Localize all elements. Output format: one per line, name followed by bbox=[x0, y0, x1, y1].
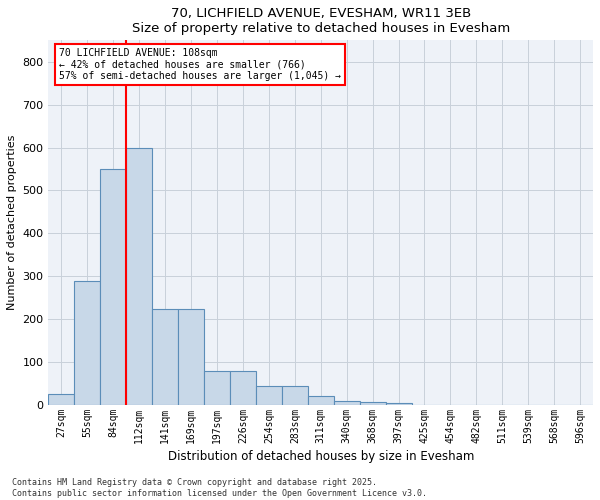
Bar bbox=[282, 386, 308, 405]
Bar bbox=[178, 308, 204, 405]
Bar bbox=[74, 280, 100, 405]
Text: 70 LICHFIELD AVENUE: 108sqm
← 42% of detached houses are smaller (766)
57% of se: 70 LICHFIELD AVENUE: 108sqm ← 42% of det… bbox=[59, 48, 341, 81]
Bar bbox=[359, 402, 386, 405]
Bar bbox=[308, 396, 334, 405]
Bar bbox=[204, 370, 230, 405]
X-axis label: Distribution of detached houses by size in Evesham: Distribution of detached houses by size … bbox=[167, 450, 474, 463]
Text: Contains HM Land Registry data © Crown copyright and database right 2025.
Contai: Contains HM Land Registry data © Crown c… bbox=[12, 478, 427, 498]
Bar bbox=[256, 386, 282, 405]
Bar bbox=[100, 169, 126, 405]
Bar bbox=[230, 370, 256, 405]
Bar bbox=[126, 148, 152, 405]
Title: 70, LICHFIELD AVENUE, EVESHAM, WR11 3EB
Size of property relative to detached ho: 70, LICHFIELD AVENUE, EVESHAM, WR11 3EB … bbox=[131, 7, 510, 35]
Bar bbox=[49, 394, 74, 405]
Bar bbox=[152, 308, 178, 405]
Bar bbox=[334, 401, 359, 405]
Y-axis label: Number of detached properties: Number of detached properties bbox=[7, 135, 17, 310]
Bar bbox=[386, 404, 412, 405]
